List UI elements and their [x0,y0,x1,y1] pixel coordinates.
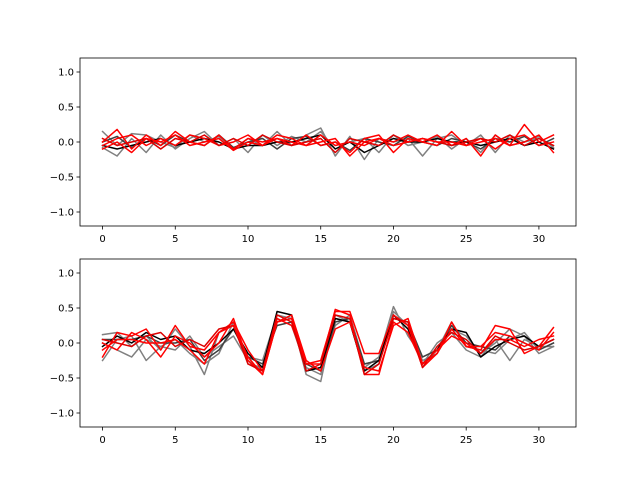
series-line-4 [101,134,555,154]
x-tick-label: 15 [314,234,327,245]
plot-area [101,305,555,383]
series-line-9 [101,314,555,376]
series-line-5 [101,123,555,157]
series-line-7 [101,134,555,154]
x-tick-label: 20 [387,234,400,245]
y-tick-label: −1.0 [50,208,74,219]
plot-area [101,123,555,161]
top-subplot: 0 5 10 15 20 25 30 −1.0 −0.5 0.0 0.5 1.0 [50,57,577,245]
y-tick-label: −0.5 [50,173,74,184]
bottom-subplot: 0 5 10 15 20 25 30 −1.0 −0.5 0.0 0.5 1.0 [50,258,577,446]
y-tick-label: 0.0 [58,339,74,350]
x-tick-label: 25 [460,435,473,446]
x-tick-label: 25 [460,234,473,245]
x-tick-label: 20 [387,435,400,446]
x-tick-label: 0 [99,435,105,446]
y-tick-label: 1.0 [58,269,74,280]
y-tick-label: −1.0 [50,409,74,420]
series-line-5 [101,310,555,372]
x-tick-label: 5 [172,234,178,245]
x-tick-label: 5 [172,435,178,446]
x-tick-label: 0 [99,234,105,245]
x-tick-label: 15 [314,435,327,446]
series-line-8 [101,314,555,376]
y-tick-label: 0.5 [58,304,74,315]
series-line-8 [101,134,555,157]
y-tick-label: 1.0 [58,68,74,79]
y-tick-label: −0.5 [50,374,74,385]
x-tick-label: 30 [533,435,546,446]
x-tick-label: 10 [242,234,255,245]
y-tick-label: 0.5 [58,103,74,114]
y-tick-label: 0.0 [58,138,74,149]
x-tick-label: 30 [533,234,546,245]
x-tick-label: 10 [242,435,255,446]
